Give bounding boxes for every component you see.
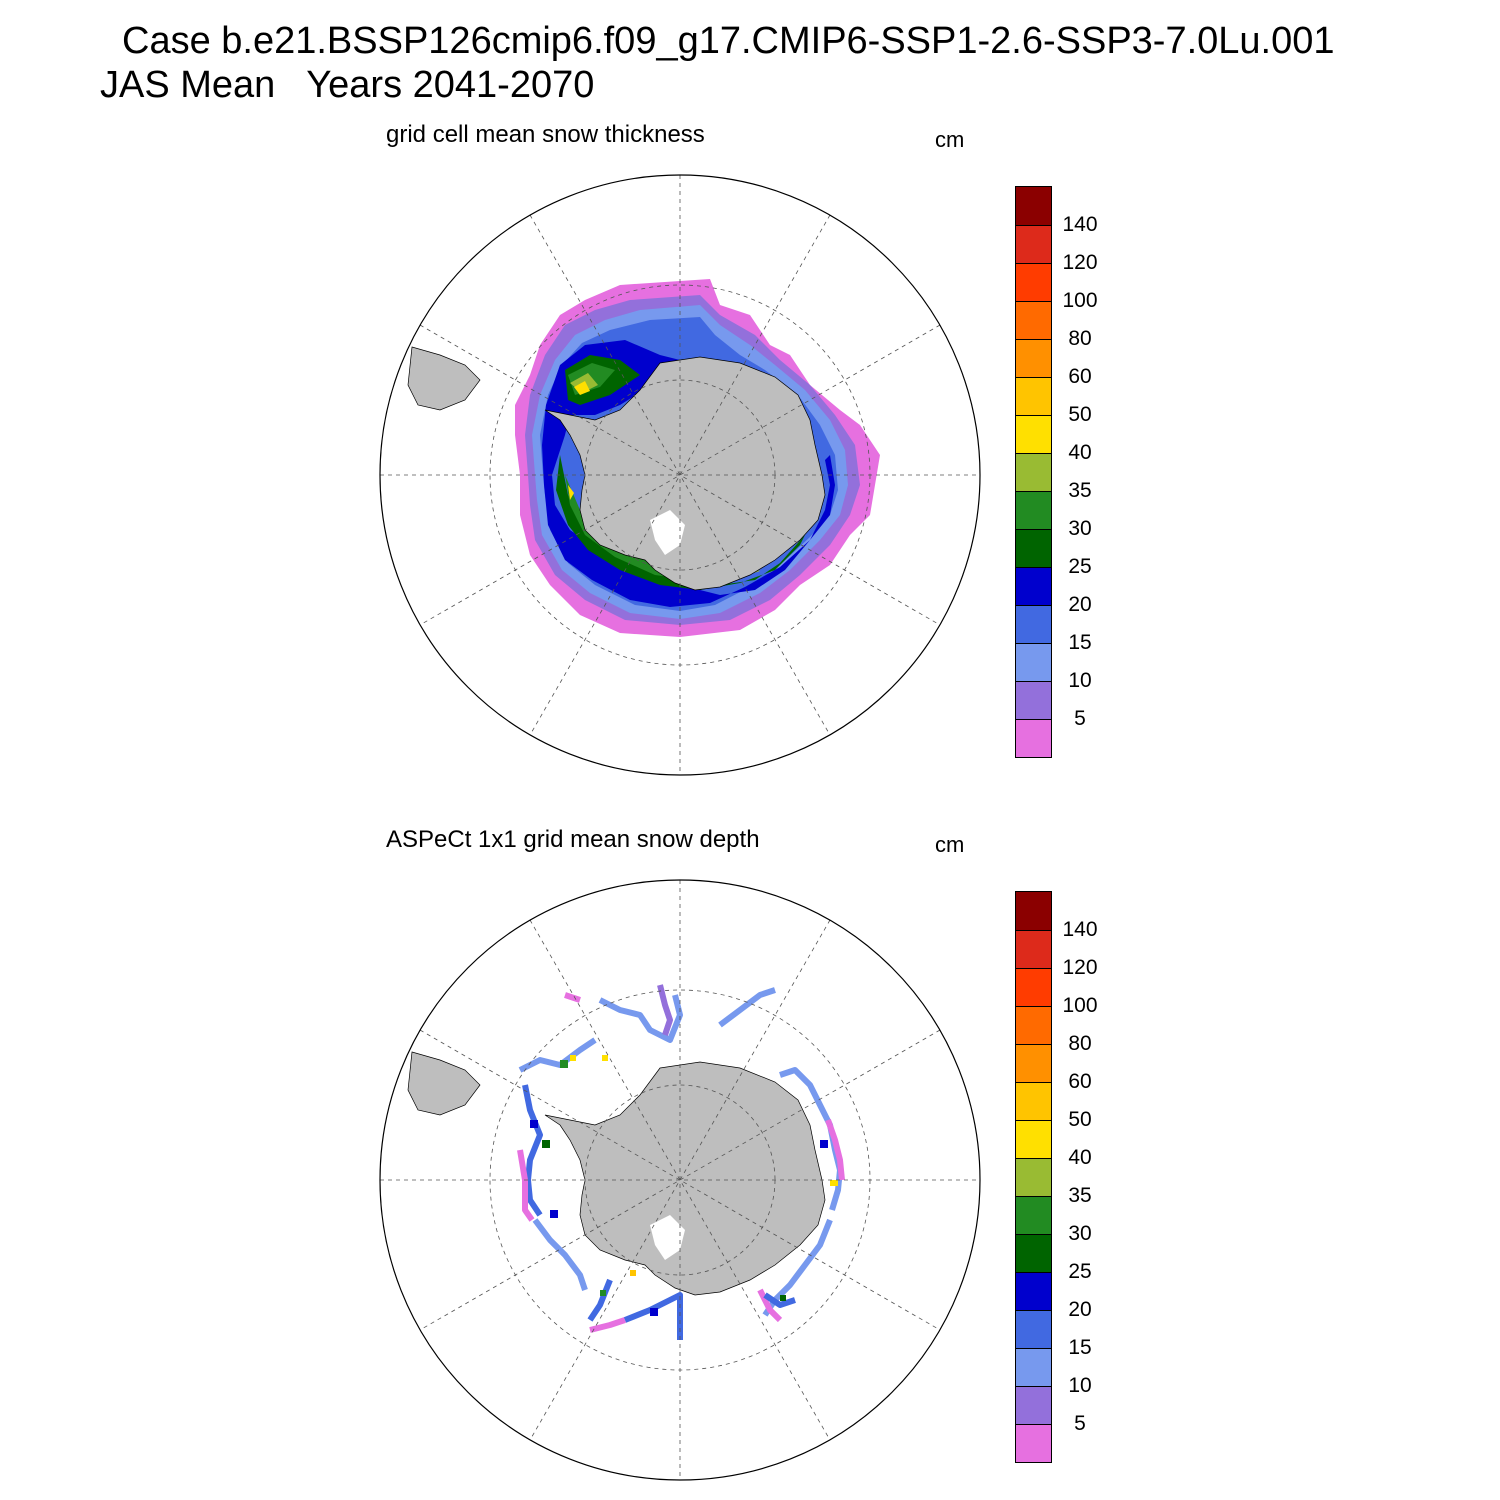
colorbar-label: 20 — [1068, 593, 1092, 616]
colorbar1-box — [1016, 225, 1051, 263]
colorbar-label: 25 — [1068, 555, 1092, 578]
figure-season-title: JAS Mean Years 2041-2070 — [100, 64, 595, 106]
colorbar-label: 50 — [1068, 1108, 1092, 1131]
colorbar-label: 25 — [1068, 1260, 1092, 1283]
colorbar-label: 10 — [1068, 669, 1092, 692]
colorbar-label: 80 — [1068, 1032, 1092, 1055]
colorbar-label: 15 — [1068, 1336, 1092, 1359]
panel2-units: cm — [935, 832, 965, 857]
map-boundary-circle — [379, 879, 981, 1481]
snow-band-40-50 — [568, 381, 590, 500]
south-america-landmass — [407, 346, 481, 411]
colorbar-label: 5 — [1074, 707, 1086, 730]
graticule-meridians — [380, 175, 980, 775]
colorbar-label: 5 — [1074, 1412, 1086, 1435]
colorbar2-box — [1016, 1006, 1051, 1044]
panel1-title: grid cell mean snow thickness — [386, 121, 705, 148]
antarctica-landmass — [544, 1061, 826, 1296]
colorbar1-box — [1016, 605, 1051, 643]
aspect-observation-tracks — [517, 984, 845, 1340]
colorbar2-box — [1016, 1044, 1051, 1082]
colorbar2-box — [1016, 1348, 1051, 1386]
colorbar-label: 35 — [1068, 1184, 1092, 1207]
colorbar2-box — [1016, 1386, 1051, 1424]
colorbar-label: 60 — [1068, 1070, 1092, 1093]
graticule-meridians — [380, 880, 980, 1480]
colorbar2-box — [1016, 1310, 1051, 1348]
colorbar1-box — [1016, 415, 1051, 453]
colorbar2-box — [1016, 968, 1051, 1006]
panel2-polar-map — [379, 879, 981, 1481]
panel1-colorbar — [1015, 186, 1052, 758]
antarctica-landmass — [544, 356, 826, 591]
colorbar-label: 50 — [1068, 403, 1092, 426]
colorbar2-box — [1016, 1196, 1051, 1234]
colorbar1-box — [1016, 567, 1051, 605]
colorbar2-box — [1016, 1158, 1051, 1196]
colorbar-label: 100 — [1062, 289, 1098, 312]
colorbar-label: 10 — [1068, 1374, 1092, 1397]
colorbar-label: 40 — [1068, 1146, 1092, 1169]
colorbar1-box — [1016, 491, 1051, 529]
figure-case-title: Case b.e21.BSSP126cmip6.f09_g17.CMIP6-SS… — [122, 20, 1335, 62]
colorbar-label: 30 — [1068, 517, 1092, 540]
colorbar-label: 120 — [1062, 956, 1098, 979]
antarctica-ice-shelf-ross — [650, 1215, 685, 1260]
colorbar2-box — [1016, 892, 1051, 930]
colorbar-label: 100 — [1062, 994, 1098, 1017]
colorbar2-box — [1016, 1082, 1051, 1120]
colorbar1-box — [1016, 301, 1051, 339]
panel2-title: ASPeCt 1x1 grid mean snow depth — [386, 826, 760, 853]
map-boundary-circle — [379, 174, 981, 776]
colorbar2-box — [1016, 1424, 1051, 1462]
colorbar1-box — [1016, 643, 1051, 681]
colorbar1-box — [1016, 453, 1051, 491]
colorbar-label: 140 — [1062, 213, 1098, 236]
colorbar1-box — [1016, 681, 1051, 719]
colorbar1-box — [1016, 339, 1051, 377]
colorbar1-box — [1016, 719, 1051, 757]
colorbar1-box — [1016, 263, 1051, 301]
panel1-polar-map — [379, 174, 981, 776]
snow-band-20-25 — [542, 340, 835, 607]
colorbar-label: 140 — [1062, 918, 1098, 941]
colorbar2-box — [1016, 1272, 1051, 1310]
colorbar-label: 30 — [1068, 1222, 1092, 1245]
colorbar2-box — [1016, 930, 1051, 968]
colorbar-label: 80 — [1068, 327, 1092, 350]
south-america-landmass — [407, 1051, 481, 1116]
colorbar-label: 35 — [1068, 479, 1092, 502]
antarctica-ice-shelf-ross — [650, 510, 685, 555]
panel2-colorbar — [1015, 891, 1052, 1463]
panel1-units: cm — [935, 127, 965, 152]
aspect-high-value-cells — [530, 1055, 838, 1316]
colorbar-label: 60 — [1068, 365, 1092, 388]
colorbar-label: 15 — [1068, 631, 1092, 654]
colorbar2-box — [1016, 1120, 1051, 1158]
colorbar-label: 120 — [1062, 251, 1098, 274]
colorbar2-box — [1016, 1234, 1051, 1272]
colorbar-label: 20 — [1068, 1298, 1092, 1321]
colorbar1-box — [1016, 377, 1051, 415]
colorbar-label: 40 — [1068, 441, 1092, 464]
colorbar1-box — [1016, 187, 1051, 225]
colorbar1-box — [1016, 529, 1051, 567]
